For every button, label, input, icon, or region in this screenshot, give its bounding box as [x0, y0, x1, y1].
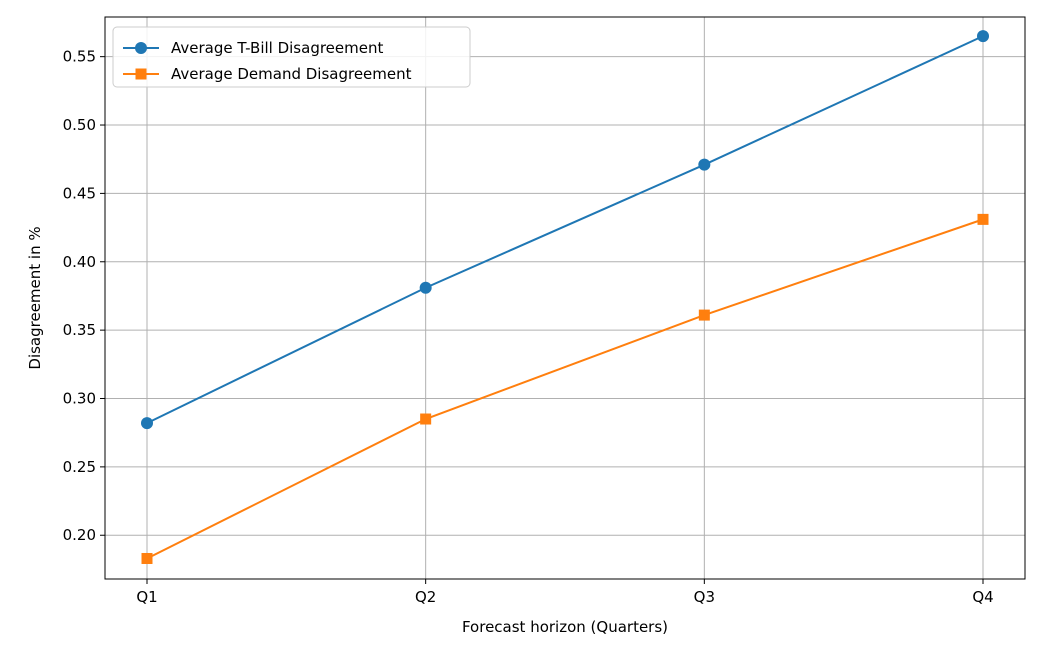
- data-point-circle: [977, 30, 989, 43]
- legend-label: Average T-Bill Disagreement: [171, 39, 383, 57]
- data-point-circle: [419, 281, 432, 294]
- x-tick-label: Q2: [415, 588, 436, 606]
- y-tick-label: 0.50: [63, 116, 96, 134]
- data-point-square: [141, 552, 153, 564]
- y-tick-label: 0.30: [63, 390, 96, 408]
- series-line-1: [146, 35, 984, 425]
- data-point-square: [698, 309, 710, 321]
- y-axis-label: Disagreement in %: [26, 226, 44, 369]
- x-tick-label: Q4: [972, 588, 993, 606]
- y-tick-label: 0.40: [63, 253, 96, 271]
- x-axis-label: Forecast horizon (Quarters): [462, 618, 668, 636]
- data-point-square: [420, 413, 432, 425]
- data-point-circle: [141, 417, 153, 430]
- legend: Average T-Bill Disagreement Average Deman…: [112, 26, 471, 88]
- y-tick-label: 0.55: [63, 48, 96, 66]
- x-tick-label: Q3: [694, 588, 715, 606]
- y-tick-label: 0.25: [63, 458, 96, 476]
- ticks: Q1 Q2 Q3 Q4 0.20 0.25 0.30 0.35 0.40 0.45 0.50 0.55: [63, 48, 994, 606]
- x-tick-label: Q1: [136, 588, 157, 606]
- y-tick-label: 0.20: [63, 526, 96, 544]
- legend-label: Average Demand Disagreement: [171, 65, 412, 83]
- series-line-2: [146, 218, 984, 560]
- legend-frame: [112, 26, 471, 88]
- series-layer: [141, 30, 989, 564]
- grid: [105, 17, 1025, 579]
- y-tick-label: 0.35: [63, 321, 96, 339]
- plot-frame: [104, 16, 1026, 580]
- y-tick-label: 0.45: [63, 184, 96, 202]
- data-point-square: [977, 213, 989, 225]
- legend-square-marker: [135, 68, 147, 80]
- legend-circle-marker: [135, 42, 147, 54]
- data-point-circle: [698, 158, 711, 171]
